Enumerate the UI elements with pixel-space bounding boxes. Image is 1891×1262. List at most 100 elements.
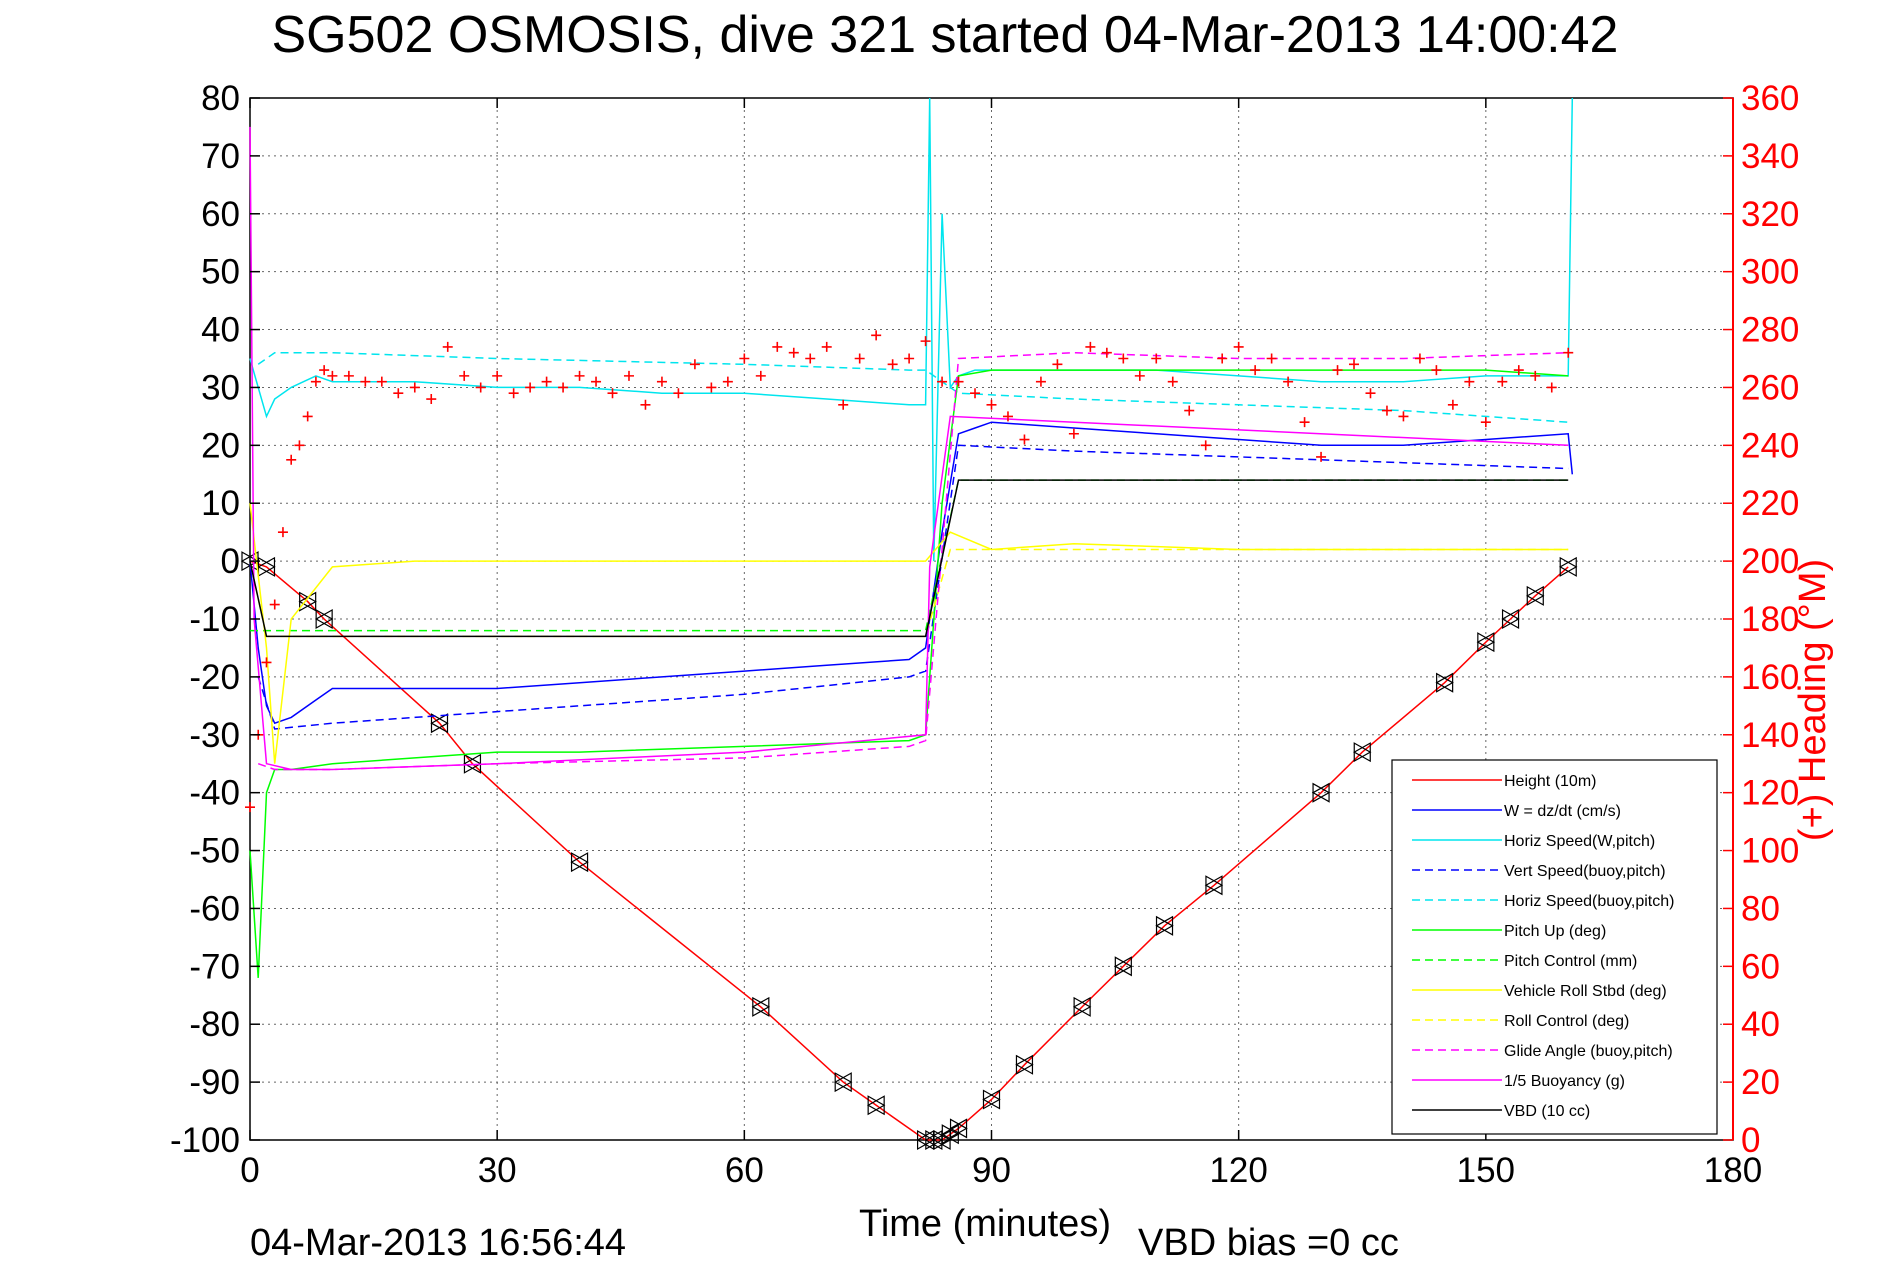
y-tick-label: -50 xyxy=(189,832,240,871)
data-point xyxy=(1002,411,1013,422)
legend-label: Pitch Control (mm) xyxy=(1504,953,1637,970)
data-point xyxy=(640,399,651,410)
data-point xyxy=(492,370,503,381)
x-tick-label: 0 xyxy=(240,1151,259,1190)
data-point xyxy=(1513,365,1524,376)
right-y-tick-label: 40 xyxy=(1741,1005,1780,1044)
legend-label: Vehicle Roll Stbd (deg) xyxy=(1504,983,1667,1000)
data-point xyxy=(286,454,297,465)
data-point xyxy=(245,802,255,813)
data-point xyxy=(986,399,997,410)
data-point xyxy=(1526,585,1544,606)
data-point xyxy=(1311,782,1330,803)
legend-box xyxy=(1391,759,1718,1135)
data-point xyxy=(475,382,486,393)
data-point xyxy=(393,388,404,399)
data-point xyxy=(673,388,684,399)
right-y-tick-label: 80 xyxy=(1741,889,1780,928)
data-point xyxy=(327,370,338,381)
data-point xyxy=(656,376,667,387)
x-tick-label: 60 xyxy=(725,1151,764,1190)
legend-label: 1/5 Buoyancy (g) xyxy=(1504,1073,1625,1090)
data-point xyxy=(570,852,589,873)
data-point xyxy=(1134,370,1145,381)
data-point xyxy=(1558,556,1577,577)
x-axis-label: Time (minutes) xyxy=(859,1203,1111,1245)
data-point xyxy=(302,411,313,422)
data-point xyxy=(607,388,618,399)
y-tick-label: 0 xyxy=(221,542,240,581)
data-point xyxy=(970,388,981,399)
y-tick-label: 30 xyxy=(201,368,240,407)
y-tick-label: 40 xyxy=(201,311,240,350)
legend-label: Height (10m) xyxy=(1504,773,1596,790)
right-y-tick-label: 300 xyxy=(1741,253,1799,292)
data-point xyxy=(257,556,276,577)
data-point xyxy=(887,359,898,370)
series-line xyxy=(257,444,1569,730)
right-y-tick-label: 360 xyxy=(1741,79,1799,118)
data-point xyxy=(277,527,288,538)
right-y-tick-label: 240 xyxy=(1741,426,1799,465)
series-line xyxy=(249,421,1574,725)
data-point xyxy=(360,376,371,387)
series-1 xyxy=(249,421,1574,725)
data-point xyxy=(1072,996,1091,1017)
data-point xyxy=(949,1118,968,1139)
data-point xyxy=(1101,347,1112,358)
series-line xyxy=(250,479,1569,632)
footer-timestamp: 04-Mar-2013 16:56:44 xyxy=(250,1222,626,1262)
data-point xyxy=(1349,359,1360,370)
axis-ticks: 0 30 60 90 120 150 18080706050403020100-10-20-… xyxy=(170,79,1799,1190)
data-point xyxy=(854,353,865,364)
data-point xyxy=(1217,353,1228,364)
x-tick-label: 30 xyxy=(478,1151,517,1190)
data-point xyxy=(772,341,783,352)
data-point xyxy=(1019,434,1030,445)
data-point xyxy=(821,341,832,352)
data-point xyxy=(525,382,536,393)
data-point xyxy=(541,376,552,387)
data-point xyxy=(1167,376,1178,387)
series-line xyxy=(249,97,1574,562)
legend-label: Roll Control (deg) xyxy=(1504,1013,1629,1030)
data-point xyxy=(376,376,387,387)
y-tick-label: -60 xyxy=(189,889,240,928)
data-point xyxy=(1365,388,1376,399)
data-point xyxy=(1233,341,1244,352)
legend-label: Vert Speed(buoy,pitch) xyxy=(1504,863,1666,880)
y-tick-label: -10 xyxy=(189,600,240,639)
series-10 xyxy=(249,126,1569,771)
series-4 xyxy=(257,351,1569,423)
data-point xyxy=(574,370,585,381)
data-series xyxy=(240,97,1578,1151)
series-2 xyxy=(249,97,1574,562)
y-tick-label: 80 xyxy=(201,79,240,118)
series-5 xyxy=(249,369,1569,978)
data-point xyxy=(1435,672,1454,693)
series-line xyxy=(249,503,1569,764)
y-tick-label: 10 xyxy=(201,484,240,523)
data-point xyxy=(1464,376,1475,387)
data-point xyxy=(269,599,280,610)
data-point xyxy=(1184,405,1195,416)
data-point xyxy=(1414,353,1425,364)
data-point xyxy=(591,376,602,387)
data-point xyxy=(1353,742,1371,763)
data-point xyxy=(1501,608,1520,630)
y-tick-label: 50 xyxy=(201,253,240,292)
series-3 xyxy=(257,444,1569,730)
data-point xyxy=(343,370,354,381)
data-point xyxy=(1085,341,1096,352)
series-6 xyxy=(250,479,1569,632)
data-point xyxy=(1114,956,1132,977)
legend-label: Horiz Speed(W,pitch) xyxy=(1504,833,1655,850)
data-point xyxy=(1316,451,1327,462)
right-y-tick-label: 140 xyxy=(1741,716,1799,755)
y-tick-label: -100 xyxy=(170,1121,240,1160)
data-point xyxy=(1381,405,1392,416)
data-point xyxy=(314,608,333,630)
data-point xyxy=(1332,365,1343,376)
data-point xyxy=(1497,376,1508,387)
x-tick-label: 90 xyxy=(972,1151,1011,1190)
